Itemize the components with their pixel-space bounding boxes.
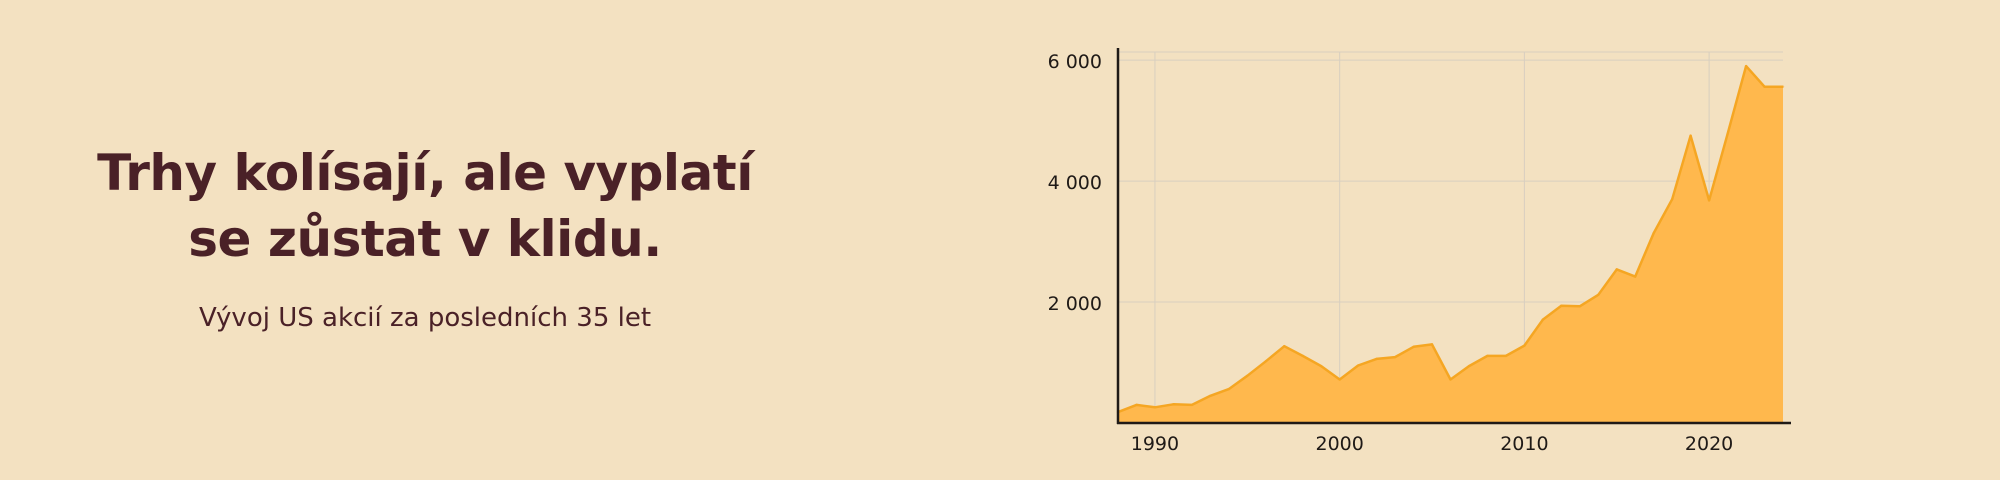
data-point-2011	[1541, 318, 1545, 321]
data-point-2015	[1615, 268, 1618, 271]
data-point-2005	[1430, 343, 1434, 346]
data-point-2009	[1504, 354, 1508, 358]
stock-chart-svg: 2 000 4 000 6 000 1990 2000 2010 2020	[1048, 48, 1791, 455]
data-point-2014	[1597, 293, 1600, 296]
data-point-1995	[1246, 374, 1249, 378]
data-point-1990	[1153, 406, 1157, 409]
data-point-2016	[1634, 275, 1637, 278]
tick-label-layer: 2 000 4 000 6 000 1990 2000 2010 2020	[1048, 51, 1734, 455]
data-point-2024	[1781, 85, 1785, 88]
data-point-1992	[1190, 403, 1194, 407]
headline-line-1: Trhy kolísají, ale vyplatí	[97, 144, 753, 202]
data-point-2013	[1578, 305, 1582, 308]
data-point-1998	[1301, 354, 1304, 358]
data-point-2019	[1689, 134, 1692, 137]
data-point-2008	[1486, 354, 1489, 358]
data-point-2021	[1726, 132, 1729, 136]
data-point-2006	[1449, 378, 1452, 381]
data-point-1991	[1172, 403, 1175, 406]
y-tick-label-2000: 2 000	[1048, 293, 1102, 315]
data-point-2000	[1338, 378, 1341, 381]
area-layer	[1116, 64, 1785, 423]
data-point-2017	[1652, 231, 1655, 235]
data-point-2012	[1560, 304, 1563, 307]
data-point-2007	[1467, 364, 1471, 368]
data-point-1989	[1135, 403, 1138, 407]
data-point-2003	[1393, 355, 1397, 359]
data-point-2010	[1523, 344, 1526, 347]
area-fill	[1118, 66, 1783, 423]
headline: Trhy kolísají, ale vyplatí se zůstat v k…	[60, 140, 790, 272]
axis-layer	[1116, 48, 1791, 425]
x-tick-label-2020: 2020	[1685, 433, 1733, 455]
data-point-1997	[1283, 344, 1286, 348]
data-point-2022	[1744, 64, 1748, 68]
data-point-2002	[1375, 357, 1378, 361]
x-tick-label-1990: 1990	[1131, 433, 1179, 455]
data-point-2023	[1763, 85, 1766, 88]
data-point-2004	[1412, 345, 1415, 348]
data-point-1993	[1209, 394, 1212, 397]
data-point-2020	[1707, 199, 1711, 202]
y-tick-label-4000: 4 000	[1048, 172, 1102, 194]
hero-text-block: Trhy kolísají, ale vyplatí se zůstat v k…	[60, 140, 790, 334]
data-point-1996	[1264, 360, 1267, 363]
subtitle: Vývoj US akcií za posledních 35 let	[198, 303, 652, 333]
data-point-1999	[1319, 364, 1323, 368]
headline-line-2: se zůstat v klidu.	[188, 210, 662, 268]
data-point-2001	[1356, 364, 1360, 367]
x-tick-label-2010: 2010	[1500, 433, 1548, 455]
data-point-1994	[1227, 387, 1231, 391]
stock-chart: 2 000 4 000 6 000 1990 2000 2010 2020	[1000, 0, 2000, 476]
data-point-2018	[1670, 198, 1674, 201]
y-tick-label-6000: 6 000	[1048, 51, 1102, 73]
x-tick-label-2000: 2000	[1315, 433, 1363, 455]
